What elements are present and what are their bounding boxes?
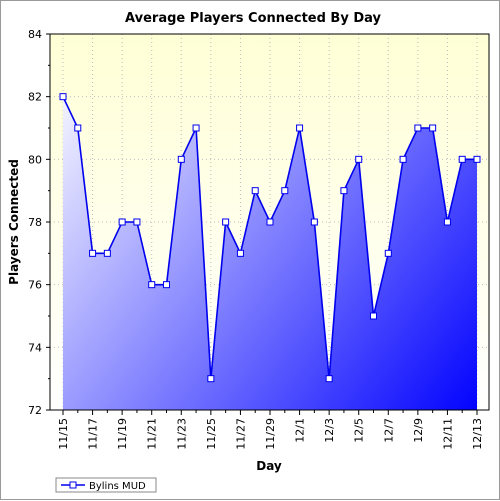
x-tick-label: 11/23 [175,418,188,450]
data-point [399,155,407,163]
x-tick-label: 11/19 [116,418,129,450]
data-point [74,124,82,132]
x-tick-label: 12/11 [441,418,454,450]
legend-box [55,477,157,493]
data-point [310,218,318,226]
data-point [103,249,111,257]
legend: Bylins MUD [55,477,157,493]
data-point [59,93,67,101]
legend-label: Bylins MUD [89,481,146,492]
data-point [222,218,230,226]
y-tick-label: 84 [28,28,42,41]
data-point [340,187,348,195]
y-tick-label: 76 [28,279,42,292]
data-point [281,187,289,195]
data-point [251,187,259,195]
x-axis-title: Day [256,459,282,473]
data-point [429,124,437,132]
x-tick-label: 11/25 [205,418,218,450]
x-tick-label: 12/5 [353,418,366,443]
x-tick-label: 12/7 [382,418,395,443]
series-area [63,96,477,411]
data-point [163,281,170,289]
data-point [177,155,185,163]
x-tick-label: 12/1 [294,418,307,443]
data-point [266,218,274,226]
y-axis-ticks: 72 74 76 78 80 82 84 [28,28,50,417]
x-tick-label: 11/15 [57,418,70,450]
data-point [355,155,363,163]
y-tick-label: 72 [28,404,42,417]
x-tick-label: 12/9 [412,418,425,443]
data-point [148,281,156,289]
x-tick-label: 11/21 [146,418,159,450]
y-tick-label: 78 [28,216,42,229]
y-axis-title: Players Connected [7,159,21,285]
y-tick-label: 82 [28,91,42,104]
data-point [236,249,244,257]
x-tick-label: 11/29 [264,418,277,450]
data-point [296,124,304,132]
chart-title: Average Players Connected By Day [125,11,381,26]
data-point [370,312,377,320]
x-tick-label: 11/27 [234,418,247,450]
data-point [414,124,422,132]
data-point [89,249,97,257]
x-axis-ticks: 11/15 11/17 11/19 11/21 11/23 11/25 11/27 11/29… [57,410,484,450]
data-point [473,155,481,163]
x-tick-label: 11/17 [87,418,100,450]
data-point [384,249,392,257]
y-tick-label: 74 [28,341,42,354]
x-tick-label: 12/3 [323,418,336,443]
legend-marker-icon [69,481,77,489]
data-point [192,124,200,132]
y-tick-label: 80 [28,153,42,166]
data-point [207,375,215,383]
data-point [458,155,466,163]
data-point [443,218,451,226]
data-point [133,218,141,226]
data-point [325,375,333,383]
x-tick-label: 12/13 [471,418,484,450]
series-points [59,93,481,383]
data-point [118,218,126,226]
